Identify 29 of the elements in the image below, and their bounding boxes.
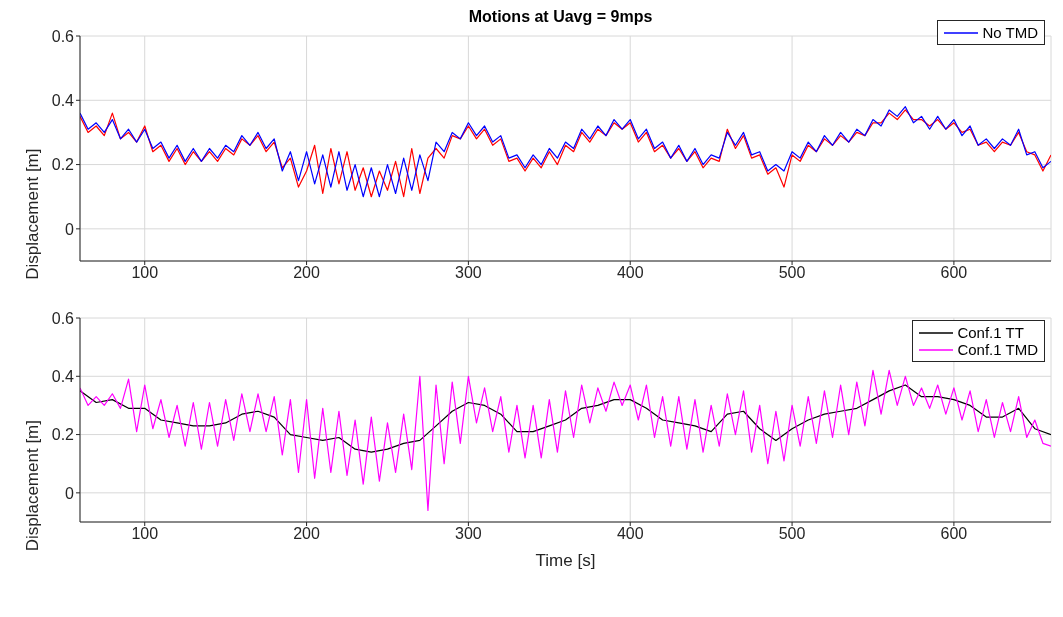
line-series — [80, 384, 1051, 453]
x-tick-label: 300 — [455, 264, 482, 282]
x-tick-label: 100 — [131, 264, 159, 282]
y-tick-label: 0.2 — [51, 426, 75, 444]
y-tick-label: 0.6 — [51, 309, 75, 327]
x-tick-label: 400 — [616, 264, 644, 282]
legend-label: No TMD — [982, 24, 1038, 41]
x-tick-label: 400 — [616, 525, 644, 543]
x-axis-title: Time [s] — [535, 551, 596, 570]
x-tick-label: 600 — [940, 264, 968, 282]
x-tick-label: 500 — [778, 525, 806, 543]
y-tick-label: 0.4 — [51, 367, 75, 385]
y-tick-label: 0 — [65, 484, 75, 502]
legend-label: Conf.1 TMD — [957, 341, 1038, 358]
x-tick-label: 200 — [293, 264, 321, 282]
y-axis-title: Displacement [m] — [23, 420, 43, 552]
x-tick-label: 100 — [131, 525, 159, 543]
y-tick-label: 0.2 — [51, 156, 75, 174]
x-tick-label: 500 — [778, 264, 806, 282]
x-tick-label: 300 — [455, 525, 482, 543]
chart-title: Motions at Uavg = 9mps — [468, 8, 653, 25]
legend-label: Conf.1 TT — [957, 324, 1024, 341]
line-series — [80, 369, 1051, 511]
y-axis-title: Displacement [m] — [23, 148, 43, 280]
y-tick-label: 0 — [65, 220, 75, 238]
x-tick-label: 200 — [293, 525, 321, 543]
y-tick-label: 0.6 — [51, 27, 75, 45]
x-tick-label: 600 — [940, 525, 968, 543]
y-tick-label: 0.4 — [51, 91, 75, 109]
